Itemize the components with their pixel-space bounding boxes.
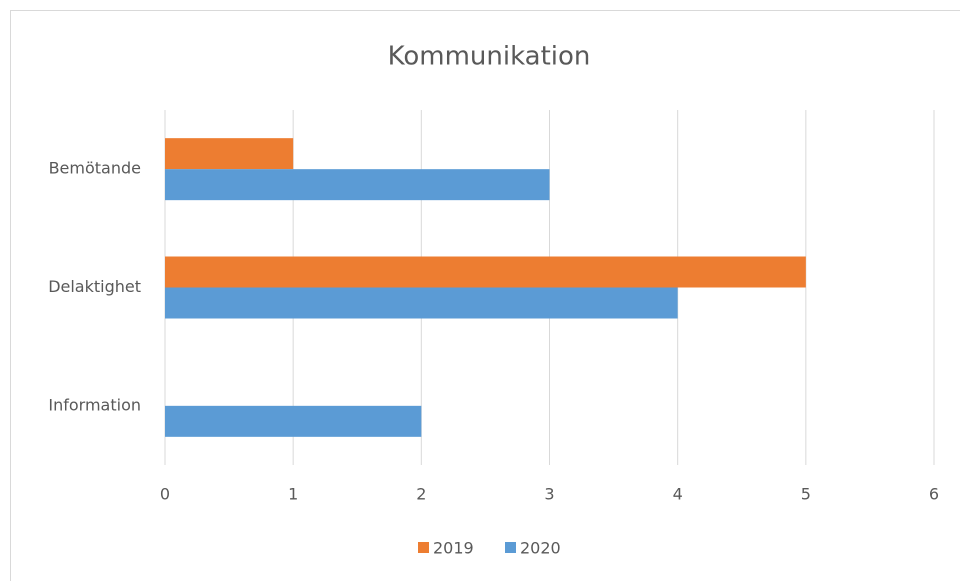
x-tick-label: 6 — [929, 485, 939, 504]
bar — [165, 169, 550, 201]
chart-title: Kommunikation — [388, 42, 591, 72]
legend-swatch — [505, 542, 516, 553]
y-tick-label: Bemötande — [49, 159, 141, 178]
legend-swatch — [418, 542, 429, 553]
y-tick-label: Delaktighet — [48, 277, 141, 296]
bar — [165, 287, 678, 319]
legend-label: 2020 — [520, 539, 561, 558]
y-tick-label: Information — [48, 395, 141, 414]
x-tick-label: 2 — [416, 485, 426, 504]
bar — [165, 138, 294, 170]
x-tick-label: 4 — [673, 485, 683, 504]
bar — [165, 405, 422, 437]
x-tick-label: 1 — [288, 485, 298, 504]
x-tick-label: 5 — [801, 485, 811, 504]
x-tick-label: 3 — [544, 485, 554, 504]
legend-label: 2019 — [433, 539, 474, 558]
x-tick-label: 0 — [160, 485, 170, 504]
bar — [165, 256, 806, 288]
